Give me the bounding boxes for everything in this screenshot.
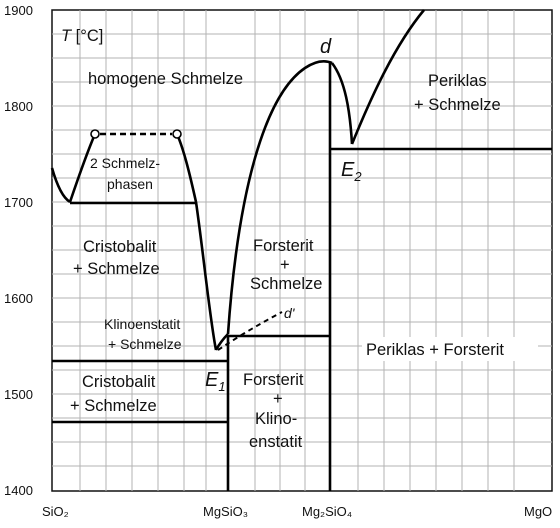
label-forsterite-melt-2: + (280, 256, 290, 274)
x-tick-mgsio3: MgSiO₃ (203, 504, 248, 519)
label-forsterite-clino-4: enstatit (249, 433, 303, 451)
y-axis-title: T [°C] (61, 27, 103, 45)
miscibility-gap-right (175, 133, 198, 203)
label-forsterite-clino-1: Forsterit (243, 371, 304, 389)
label-cristobalite-melt-1: Cristobalit (83, 238, 157, 256)
periclase-forsterite-label-bg (362, 337, 538, 361)
liquidus-cristobalite-left (50, 167, 71, 204)
point-e1: E1 (205, 369, 226, 394)
y-tick-1400: 1400 (4, 483, 33, 498)
label-two-phase-2: phasen (107, 176, 153, 192)
liquidus-cristobalite-right (194, 201, 218, 351)
critical-point-right (172, 129, 182, 139)
y-tick-1900: 1900 (4, 3, 33, 18)
label-clinoenstatite-melt-2: + Schmelze (108, 336, 182, 352)
y-tick-1800: 1800 (4, 99, 33, 114)
label-periclase-melt-1: Periklas (428, 72, 487, 90)
y-tick-1700: 1700 (4, 195, 33, 210)
label-clinoenstatite-melt-1: Klinoenstatit (104, 316, 180, 332)
x-tick-mgo: MgO (524, 504, 552, 519)
label-cristobalite-low-2: + Schmelze (70, 397, 157, 415)
y-tick-1600: 1600 (4, 291, 33, 306)
phase-boundaries (50, 9, 552, 491)
label-melt: homogene Schmelze (88, 70, 243, 88)
label-periclase-forsterite: Periklas + Forsterit (366, 341, 504, 359)
label-cristobalite-melt-2: + Schmelze (73, 260, 160, 278)
label-cristobalite-low-1: Cristobalit (82, 373, 156, 391)
liquidus-forsterite-right (330, 62, 354, 145)
y-tick-1500: 1500 (4, 387, 33, 402)
label-forsterite-melt-3: Schmelze (250, 275, 322, 293)
point-d-prime: d' (284, 305, 296, 321)
label-two-phase-1: 2 Schmelz- (90, 155, 160, 171)
label-forsterite-clino-3: Klino- (255, 410, 297, 428)
critical-point-left (90, 129, 100, 139)
liquidus-forsterite-left (226, 60, 333, 335)
label-forsterite-melt-1: Forsterit (253, 237, 314, 255)
metastable-liquidus-dprime (217, 311, 283, 351)
x-tick-mg2sio4: Mg₂SiO₄ (302, 504, 352, 519)
label-periclase-melt-2: + Schmelze (414, 96, 501, 114)
label-forsterite-clino-2: + (273, 390, 283, 408)
x-tick-sio2: SiO₂ (42, 504, 69, 519)
point-d: d (320, 36, 332, 58)
point-e2: E2 (341, 159, 362, 184)
liquidus-periclase (350, 9, 426, 145)
liquidus-enstatite (214, 333, 229, 351)
